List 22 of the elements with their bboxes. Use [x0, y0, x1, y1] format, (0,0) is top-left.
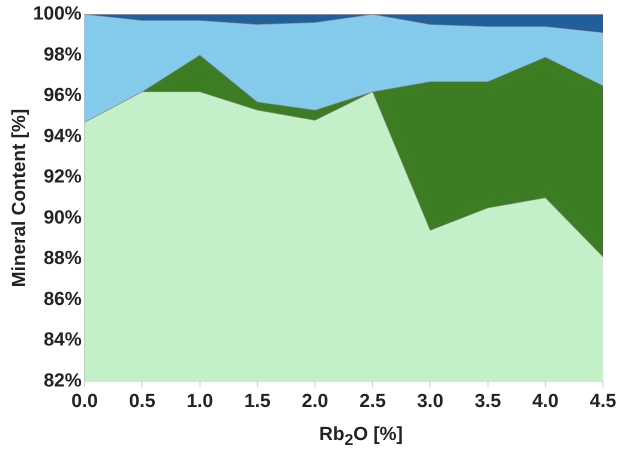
y-tick-label: 88%: [44, 248, 82, 270]
y-tick-label: 86%: [44, 288, 82, 310]
x-tick-label: 1.5: [244, 390, 272, 412]
y-tick-label: 84%: [44, 330, 82, 351]
y-tick-label: 98%: [44, 44, 82, 66]
x-tick-label: 3.0: [416, 390, 444, 412]
x-tick-label: 0.5: [128, 390, 156, 412]
y-tick-label: 100%: [32, 4, 82, 25]
x-tick-label: 0.0: [71, 390, 98, 412]
y-tick-label: 92%: [44, 166, 82, 188]
x-tick-label: 1.0: [186, 390, 214, 412]
x-tick-label: 4.5: [590, 390, 617, 412]
x-tick-label: 2.0: [302, 390, 328, 412]
x-axis-title: Rb$_{2}$O [%]: [318, 424, 404, 450]
y-tick-label: 94%: [44, 126, 82, 147]
x-tick-label: 3.5: [474, 390, 502, 412]
y-tick-label: 96%: [44, 85, 82, 106]
x-tick-label: 4.0: [532, 390, 559, 412]
x-tick-label: 2.5: [359, 390, 386, 412]
y-tick-label: 90%: [44, 207, 82, 228]
y-axis-title: Mineral Content [%]: [9, 108, 31, 288]
y-tick-label: 82%: [44, 370, 82, 392]
